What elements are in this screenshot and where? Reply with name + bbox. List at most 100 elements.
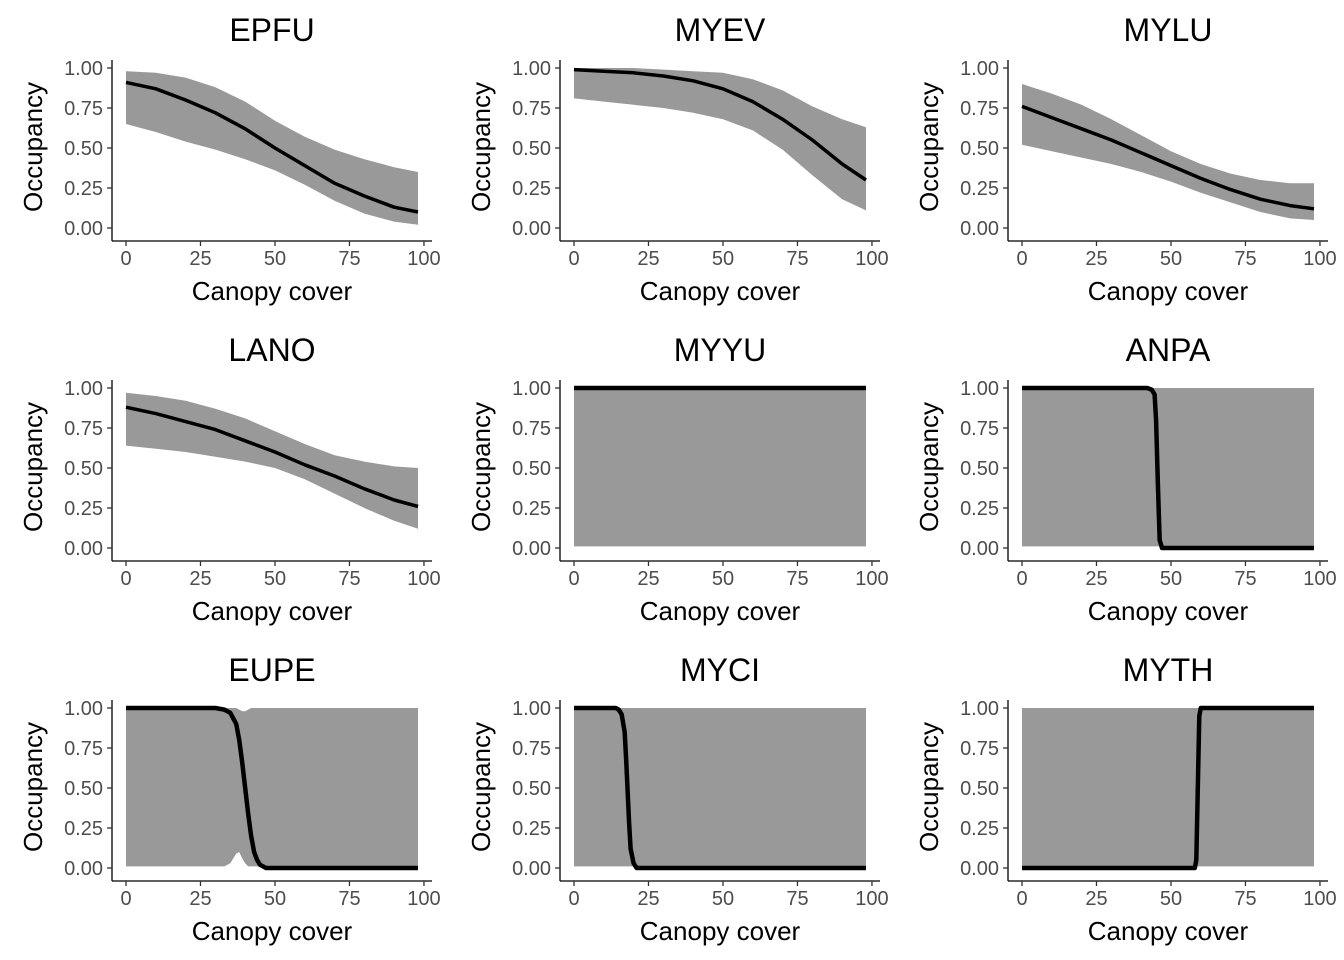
confidence-ribbon bbox=[574, 708, 866, 867]
x-tick-label: 50 bbox=[712, 248, 734, 270]
y-tick-label: 1.00 bbox=[512, 378, 551, 400]
x-tick-label: 100 bbox=[407, 248, 440, 270]
x-tick-label: 100 bbox=[1303, 248, 1336, 270]
x-axis-title: Canopy cover bbox=[1088, 916, 1249, 946]
panel-anpa: 0.00 0.25 0.50 0.75 1.00 0 25 50 75 100 ANPA Canopy… bbox=[914, 332, 1337, 626]
x-tick-label: 25 bbox=[189, 248, 211, 270]
panel-title: MYLU bbox=[1124, 12, 1213, 48]
x-tick-label: 75 bbox=[786, 888, 808, 910]
x-tick-label: 50 bbox=[1160, 248, 1182, 270]
y-tick-label: 0.75 bbox=[512, 738, 551, 760]
y-tick-label: 0.50 bbox=[960, 458, 999, 480]
y-tick-label: 1.00 bbox=[512, 698, 551, 720]
y-tick-label: 0.50 bbox=[512, 138, 551, 160]
x-tick-label: 50 bbox=[264, 568, 286, 590]
y-tick-label: 0.00 bbox=[512, 218, 551, 240]
panel-myth: 0.00 0.25 0.50 0.75 1.00 0 25 50 75 100 MYTH Canopy… bbox=[914, 652, 1337, 946]
x-tick-label: 0 bbox=[120, 888, 131, 910]
x-tick-label: 75 bbox=[338, 248, 360, 270]
x-tick-label: 25 bbox=[637, 248, 659, 270]
y-tick-label: 0.00 bbox=[64, 858, 103, 880]
x-axis-title: Canopy cover bbox=[192, 596, 353, 626]
x-tick-label: 75 bbox=[338, 888, 360, 910]
y-axis-title: Occupancy bbox=[466, 402, 496, 532]
panel-myyu: 0.00 0.25 0.50 0.75 1.00 0 25 50 75 100 MYYU Canopy… bbox=[466, 332, 889, 626]
x-axis-title: Canopy cover bbox=[640, 596, 801, 626]
x-tick-label: 0 bbox=[1016, 888, 1027, 910]
y-tick-label: 0.75 bbox=[64, 738, 103, 760]
y-tick-label: 1.00 bbox=[64, 698, 103, 720]
occupancy-curve bbox=[126, 705, 418, 871]
panel-mylu: 0.00 0.25 0.50 0.75 1.00 0 25 50 75 100 MYLU Canopy… bbox=[914, 12, 1337, 306]
panel-title: MYEV bbox=[675, 12, 766, 48]
x-tick-label: 100 bbox=[407, 888, 440, 910]
y-tick-label: 0.00 bbox=[960, 218, 999, 240]
y-tick-label: 0.75 bbox=[960, 738, 999, 760]
y-tick-label: 0.75 bbox=[960, 98, 999, 120]
y-tick-label: 0.50 bbox=[64, 458, 103, 480]
x-tick-label: 25 bbox=[637, 568, 659, 590]
occupancy-curve bbox=[125, 405, 419, 509]
x-axis-title: Canopy cover bbox=[640, 276, 801, 306]
x-tick-label: 0 bbox=[120, 568, 131, 590]
y-tick-label: 0.00 bbox=[64, 538, 103, 560]
y-axis-title: Occupancy bbox=[466, 82, 496, 212]
confidence-ribbon bbox=[1022, 708, 1314, 867]
occupancy-curve bbox=[574, 705, 866, 871]
panel-title: LANO bbox=[228, 332, 315, 368]
x-tick-label: 25 bbox=[189, 568, 211, 590]
x-tick-label: 0 bbox=[120, 248, 131, 270]
y-tick-label: 0.50 bbox=[64, 138, 103, 160]
x-tick-label: 50 bbox=[712, 568, 734, 590]
y-tick-label: 0.25 bbox=[960, 498, 999, 520]
y-tick-label: 0.00 bbox=[512, 538, 551, 560]
x-tick-label: 100 bbox=[1303, 888, 1336, 910]
occupancy-curve bbox=[573, 67, 867, 182]
x-axis-title: Canopy cover bbox=[640, 916, 801, 946]
x-tick-label: 25 bbox=[637, 888, 659, 910]
x-tick-label: 75 bbox=[1234, 248, 1256, 270]
x-tick-label: 0 bbox=[568, 248, 579, 270]
y-tick-label: 1.00 bbox=[960, 698, 999, 720]
y-tick-label: 0.50 bbox=[512, 778, 551, 800]
panel-title: MYYU bbox=[674, 332, 766, 368]
x-axis-title: Canopy cover bbox=[1088, 596, 1249, 626]
x-tick-label: 100 bbox=[1303, 568, 1336, 590]
y-tick-label: 0.50 bbox=[512, 458, 551, 480]
panel-epfu: 0.00 0.25 0.50 0.75 1.00 0 25 50 75 100 EPFU Canopy… bbox=[18, 12, 441, 306]
y-tick-label: 0.25 bbox=[960, 178, 999, 200]
y-tick-label: 0.50 bbox=[960, 138, 999, 160]
confidence-ribbon bbox=[1022, 388, 1314, 547]
x-tick-label: 0 bbox=[1016, 248, 1027, 270]
y-tick-label: 0.75 bbox=[512, 98, 551, 120]
panel-myci: 0.00 0.25 0.50 0.75 1.00 0 25 50 75 100 MYCI Canopy… bbox=[466, 652, 889, 946]
panel-title: EPFU bbox=[229, 12, 314, 48]
y-tick-label: 0.75 bbox=[64, 418, 103, 440]
x-tick-label: 0 bbox=[568, 568, 579, 590]
y-axis-title: Occupancy bbox=[914, 82, 944, 212]
x-axis-title: Canopy cover bbox=[192, 276, 353, 306]
x-tick-label: 100 bbox=[855, 568, 888, 590]
x-tick-label: 25 bbox=[1085, 248, 1107, 270]
x-tick-label: 75 bbox=[338, 568, 360, 590]
x-tick-label: 75 bbox=[786, 568, 808, 590]
y-tick-label: 0.75 bbox=[960, 418, 999, 440]
y-axis-title: Occupancy bbox=[18, 82, 48, 212]
confidence-ribbon bbox=[1022, 84, 1314, 220]
y-tick-label: 1.00 bbox=[64, 58, 103, 80]
confidence-ribbon bbox=[126, 708, 418, 867]
x-axis-title: Canopy cover bbox=[1088, 276, 1249, 306]
x-tick-label: 75 bbox=[786, 248, 808, 270]
panel-title: MYTH bbox=[1123, 652, 1214, 688]
y-axis-title: Occupancy bbox=[914, 722, 944, 852]
x-axis-title: Canopy cover bbox=[192, 916, 353, 946]
x-tick-label: 25 bbox=[189, 888, 211, 910]
x-tick-label: 50 bbox=[712, 888, 734, 910]
y-tick-label: 0.50 bbox=[960, 778, 999, 800]
y-axis-title: Occupancy bbox=[914, 402, 944, 532]
x-tick-label: 50 bbox=[1160, 888, 1182, 910]
x-tick-label: 100 bbox=[407, 568, 440, 590]
panel-myev: 0.00 0.25 0.50 0.75 1.00 0 25 50 75 100 MYEV Canopy… bbox=[466, 12, 889, 306]
y-tick-label: 0.00 bbox=[960, 538, 999, 560]
x-tick-label: 25 bbox=[1085, 568, 1107, 590]
